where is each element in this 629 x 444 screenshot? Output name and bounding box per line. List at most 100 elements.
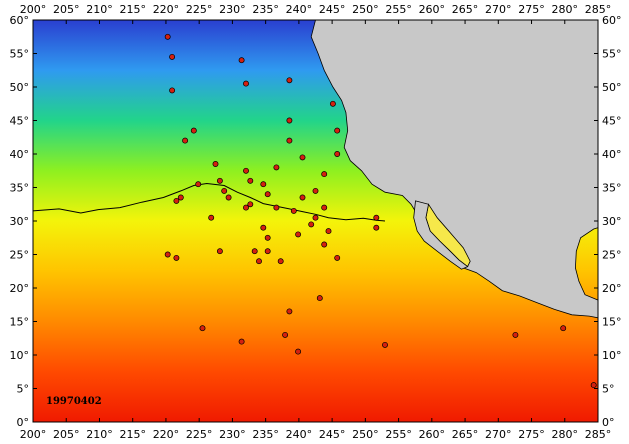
y-tick-label-right: 55° [602,48,622,61]
baja-peninsula [413,200,469,270]
station-marker [173,197,180,204]
station-marker [273,204,280,211]
x-tick-label-top: 225° [186,3,213,16]
x-tick-label-top: 285° [585,3,612,16]
station-marker [238,338,245,345]
station-marker [199,325,206,332]
station-marker [373,214,380,221]
station-marker [299,154,306,161]
station-marker [221,187,228,194]
station-marker [251,248,258,255]
x-tick-label-top: 215° [119,3,146,16]
x-tick-label-top: 210° [86,3,113,16]
station-marker [286,77,293,84]
sst-contour-line [33,182,386,222]
y-tick-label-left: 35° [10,182,30,195]
station-layer [164,33,618,408]
station-marker [195,181,202,188]
station-marker [329,100,336,107]
station-marker [260,181,267,188]
station-marker [216,177,223,184]
x-tick-label-bottom: 260° [419,428,446,441]
x-tick-label-top: 250° [352,3,379,16]
station-marker [282,331,289,338]
x-tick-label-bottom: 270° [485,428,512,441]
station-marker [169,53,176,60]
date-label: 19970402 [46,396,102,407]
station-marker [286,137,293,144]
y-tick-label-right: 50° [602,81,622,94]
station-marker [225,194,232,201]
station-marker [321,204,328,211]
station-marker [295,231,302,238]
y-tick-label-left: 0° [17,416,30,429]
x-tick-label-top: 200° [20,3,47,16]
y-tick-label-left: 50° [10,81,30,94]
station-marker [382,341,388,348]
y-tick-label-left: 60° [10,14,30,27]
x-tick-label-bottom: 205° [53,428,80,441]
station-marker [560,325,567,332]
x-tick-label-top: 255° [385,3,412,16]
land-layer [310,20,598,319]
north-america-landmass [310,20,598,319]
station-marker [613,403,618,408]
station-marker [299,194,306,201]
x-tick-label-top: 280° [552,3,579,16]
station-marker [325,228,332,235]
x-tick-label-top: 270° [485,3,512,16]
x-tick-label-bottom: 200° [20,428,47,441]
y-tick-label-left: 30° [10,215,30,228]
station-marker [321,241,328,248]
station-marker [316,295,323,302]
y-tick-label-left: 5° [17,383,30,396]
station-marker [373,224,380,231]
station-marker [264,248,271,255]
station-marker [286,117,293,124]
station-marker [243,204,249,211]
x-tick-label-bottom: 280° [552,428,579,441]
x-tick-label-top: 275° [518,3,545,16]
station-marker [173,254,180,261]
x-tick-label-top: 260° [419,3,446,16]
station-marker [312,187,319,194]
y-tick-label-right: 45° [602,115,622,128]
station-marker [590,382,597,389]
station-marker [260,224,267,231]
station-marker [212,161,219,167]
x-tick-label-bottom: 215° [119,428,146,441]
x-tick-label-top: 240° [286,3,313,16]
station-marker [190,127,197,134]
x-tick-label-bottom: 210° [86,428,113,441]
station-marker [243,167,249,174]
y-tick-label-right: 25° [602,249,622,262]
x-tick-label-bottom: 235° [252,428,279,441]
station-marker [512,331,519,338]
y-tick-label-right: 10° [602,349,622,362]
station-marker [286,308,293,315]
x-tick-label-bottom: 265° [452,428,479,441]
station-marker [264,234,271,241]
contour-layer [33,182,386,222]
station-marker [334,254,341,261]
x-tick-label-bottom: 230° [219,428,246,441]
x-tick-label-top: 235° [252,3,279,16]
y-tick-label-right: 5° [602,383,615,396]
y-tick-label-left: 40° [10,148,30,161]
y-tick-label-right: 30° [602,215,622,228]
station-marker [277,258,284,265]
y-tick-label-right: 40° [602,148,622,161]
x-tick-label-top: 230° [219,3,246,16]
station-marker [312,214,319,221]
station-marker [243,80,249,87]
x-tick-label-bottom: 245° [319,428,346,441]
x-tick-label-bottom: 255° [385,428,412,441]
station-marker [216,248,223,255]
station-marker [182,137,189,144]
x-tick-label-top: 220° [153,3,180,16]
y-tick-label-right: 35° [602,182,622,195]
y-tick-label-left: 55° [10,48,30,61]
station-marker [290,207,297,214]
station-marker [208,214,215,221]
x-tick-label-bottom: 285° [585,428,612,441]
